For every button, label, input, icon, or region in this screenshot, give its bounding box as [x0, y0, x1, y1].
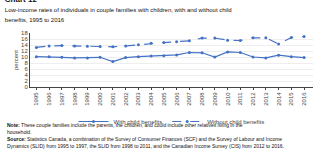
svg-text:2015: 2015 [288, 92, 294, 106]
svg-text:12: 12 [21, 48, 28, 54]
svg-text:2012: 2012 [250, 92, 256, 106]
svg-text:Source: Statistics Canada, a c: Source: Statistics Canada, a combination… [7, 136, 284, 149]
svg-text:With child benefits: With child benefits [114, 119, 163, 125]
svg-text:2002: 2002 [123, 92, 129, 106]
svg-text:6: 6 [24, 66, 28, 72]
svg-text:1999: 1999 [84, 92, 90, 106]
svg-text:2009: 2009 [212, 92, 218, 106]
svg-text:10: 10 [21, 54, 28, 60]
svg-text:1997: 1997 [59, 92, 65, 106]
svg-text:2007: 2007 [186, 92, 192, 106]
svg-text:0: 0 [24, 84, 28, 90]
svg-text:8: 8 [24, 60, 28, 66]
svg-text:14: 14 [21, 42, 28, 48]
svg-text:4: 4 [24, 72, 28, 78]
svg-text:18: 18 [21, 30, 28, 36]
svg-text:2014: 2014 [276, 92, 282, 106]
svg-text:2016: 2016 [301, 92, 307, 106]
svg-text:Note: These couple families in: Note: These couple families include the … [7, 122, 243, 135]
svg-text:2005: 2005 [161, 92, 167, 106]
svg-text:Chart 12Low-income rates of in: Chart 12Low-income rates of individuals … [5, 0, 232, 23]
svg-text:16: 16 [21, 36, 28, 42]
svg-text:2: 2 [24, 78, 28, 84]
svg-text:2006: 2006 [174, 92, 180, 106]
svg-text:2013: 2013 [263, 92, 269, 106]
svg-text:2004: 2004 [148, 92, 154, 106]
svg-text:1998: 1998 [72, 92, 78, 106]
svg-text:1996: 1996 [46, 92, 52, 106]
svg-text:2011: 2011 [237, 92, 243, 106]
svg-text:1995: 1995 [33, 92, 39, 106]
svg-text:Without child benefits: Without child benefits [207, 119, 264, 125]
svg-text:2000: 2000 [97, 92, 103, 106]
svg-text:2010: 2010 [225, 92, 231, 106]
svg-text:percent: percent [13, 50, 19, 70]
svg-text:2001: 2001 [110, 92, 116, 106]
svg-text:2008: 2008 [199, 92, 205, 106]
svg-text:2003: 2003 [135, 92, 141, 106]
